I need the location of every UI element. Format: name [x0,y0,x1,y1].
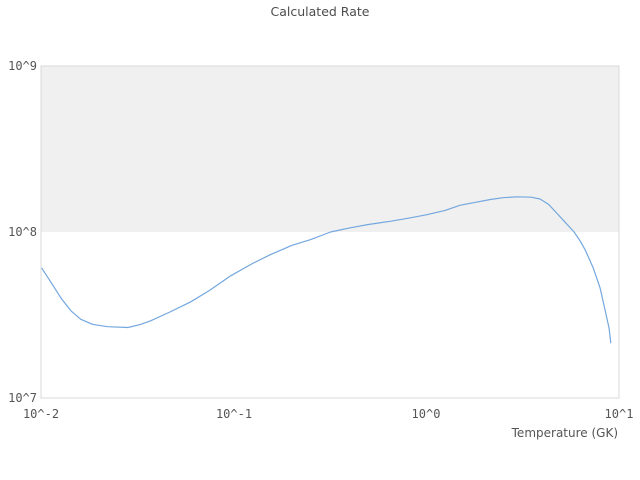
chart-title: Calculated Rate [270,4,370,19]
y-tick-1e7: 10^7 [8,391,37,405]
x-tick-1e0: 10^0 [411,407,441,421]
log-decade-band [41,66,619,232]
rate-curve [41,196,612,344]
x-tick-1e1: 10^1 [604,407,634,421]
x-axis-title: Temperature (GK) [511,426,618,440]
x-tick-1e-1: 10^-1 [215,407,253,421]
x-tick-1e-2: 10^-2 [22,407,60,421]
plot-border [40,65,620,399]
y-tick-1e8: 10^8 [8,225,37,239]
y-tick-1e9: 10^9 [8,59,37,73]
